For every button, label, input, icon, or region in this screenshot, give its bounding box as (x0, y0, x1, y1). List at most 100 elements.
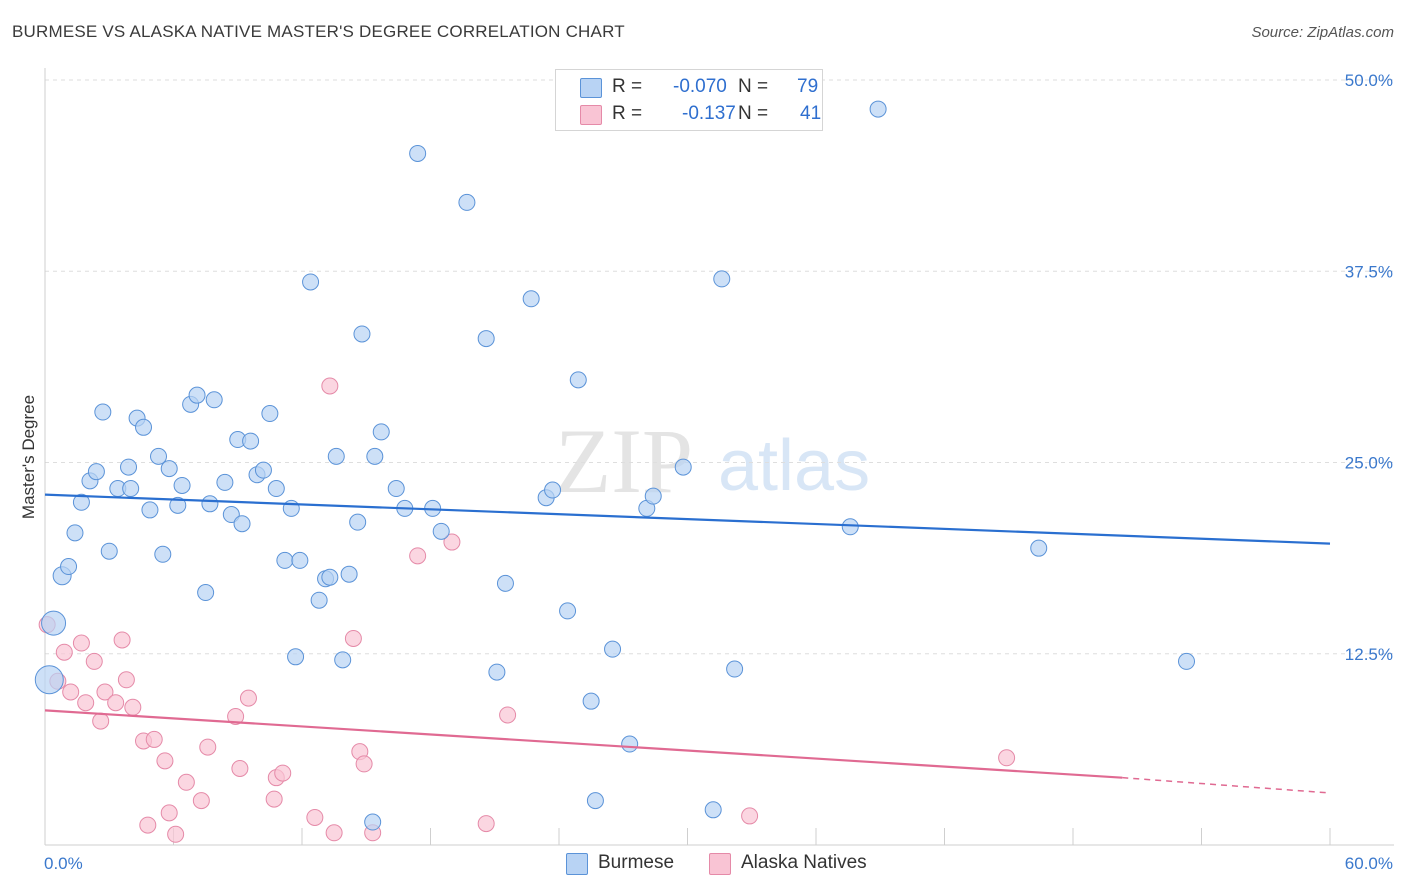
y-tick-label: 37.5% (1345, 262, 1393, 281)
alaska-swatch (709, 853, 731, 875)
alaska-native-point (227, 707, 245, 725)
alaska-native-point (344, 629, 362, 647)
legend-n-value: 79 (797, 76, 819, 97)
burmese-trend-line (44, 493, 1331, 545)
burmese-point (644, 487, 662, 505)
burmese-point (841, 518, 859, 536)
burmese-point (141, 501, 159, 519)
trend-layer (44, 493, 1331, 794)
watermark-atlas: atlas (718, 426, 870, 506)
burmese-point (66, 524, 84, 542)
alaska-native-point (265, 790, 283, 808)
burmese-point (216, 473, 234, 491)
x-tick-label-max: 60.0% (1345, 854, 1393, 873)
burmese-point (233, 515, 251, 533)
burmese-point (334, 651, 352, 669)
burmese-point (496, 574, 514, 592)
alaska-native-point (741, 807, 759, 825)
burmese-point (242, 432, 260, 450)
burmese-point (704, 801, 722, 819)
alaska-native-point (77, 694, 95, 712)
alaska-native-point (92, 712, 110, 730)
burmese-point (310, 591, 328, 609)
burmese-point (201, 495, 219, 513)
legend-n-label: N = (738, 103, 769, 124)
burmese-swatch (580, 78, 602, 98)
burmese-point (559, 602, 577, 620)
burmese-point (188, 386, 206, 404)
x-tick-label-min: 0.0% (44, 854, 83, 873)
burmese-points-layer (34, 100, 1196, 831)
grid-layer (45, 79, 1394, 655)
y-tick-label: 25.0% (1345, 454, 1393, 473)
burmese-point (522, 290, 540, 308)
burmese-point (321, 568, 339, 586)
alaska-native-point (167, 825, 185, 843)
alaska-native-point (274, 764, 292, 782)
burmese-point (372, 423, 390, 441)
burmese-point (100, 542, 118, 560)
alaska-native-point (156, 752, 174, 770)
burmese-point (409, 144, 427, 162)
burmese-point (302, 273, 320, 291)
burmese-point (122, 480, 140, 498)
alaska-native-point (107, 694, 125, 712)
y-tick-label: 50.0% (1345, 71, 1393, 90)
alaska-native-point (355, 755, 373, 773)
alaska-native-point (72, 634, 90, 652)
alaska-native-point (177, 773, 195, 791)
alaska-native-point (117, 671, 135, 689)
alaska-native-point (325, 824, 343, 842)
alaska-native-point (96, 683, 114, 701)
burmese-point (477, 330, 495, 348)
burmese-point (72, 493, 90, 511)
burmese-point (60, 558, 78, 576)
burmese-point (94, 403, 112, 421)
legend-r-value: -0.137 (682, 103, 736, 124)
legend-r-label: R = (612, 103, 643, 124)
burmese-point (254, 461, 272, 479)
burmese-point (87, 463, 105, 481)
burmese-point (173, 476, 191, 494)
burmese-point (340, 565, 358, 583)
burmese-point (869, 100, 887, 118)
burmese-point (713, 270, 731, 288)
legend-r-value: -0.070 (673, 76, 727, 97)
burmese-point (197, 584, 215, 602)
alaska-native-point (139, 816, 157, 834)
alaska-native-point (477, 815, 495, 833)
alaska-swatch (580, 105, 602, 125)
burmese-point (291, 551, 309, 569)
burmese-point (544, 481, 562, 499)
legend-n-label: N = (738, 76, 769, 97)
alaska-native-point (85, 652, 103, 670)
source-credit: Source: ZipAtlas.com (1251, 24, 1394, 41)
alaska-native-point (160, 804, 178, 822)
y-tick-label: 12.5% (1345, 645, 1393, 664)
burmese-swatch (566, 853, 588, 875)
burmese-point (1178, 652, 1196, 670)
watermark-zip: ZIP (555, 410, 693, 512)
alaska-native-point (409, 547, 427, 565)
burmese-point (34, 665, 64, 695)
burmese-point (432, 522, 450, 540)
burmese-point (586, 792, 604, 810)
bottom-legend-alaska-label: Alaska Natives (741, 852, 867, 873)
alaska-native-point (231, 760, 249, 777)
burmese-point (160, 460, 178, 478)
burmese-point (488, 663, 506, 681)
bottom-legend-burmese-label: Burmese (598, 852, 675, 873)
alaska-native-point (62, 683, 80, 701)
burmese-point (261, 405, 279, 423)
alaska-native-point (124, 698, 142, 716)
burmese-point (205, 391, 223, 409)
alaska-trend-extension (1122, 776, 1331, 794)
tick-label-layer: 12.5% 25.0% 37.5% 50.0% 0.0% 60.0% (44, 71, 1393, 873)
alaska-native-point (306, 808, 324, 826)
alaska-native-point (321, 377, 339, 395)
burmese-point (1030, 539, 1048, 557)
burmese-point (120, 458, 138, 476)
alaska-native-point (239, 689, 257, 707)
burmese-point (366, 447, 384, 465)
burmese-point (726, 660, 744, 678)
